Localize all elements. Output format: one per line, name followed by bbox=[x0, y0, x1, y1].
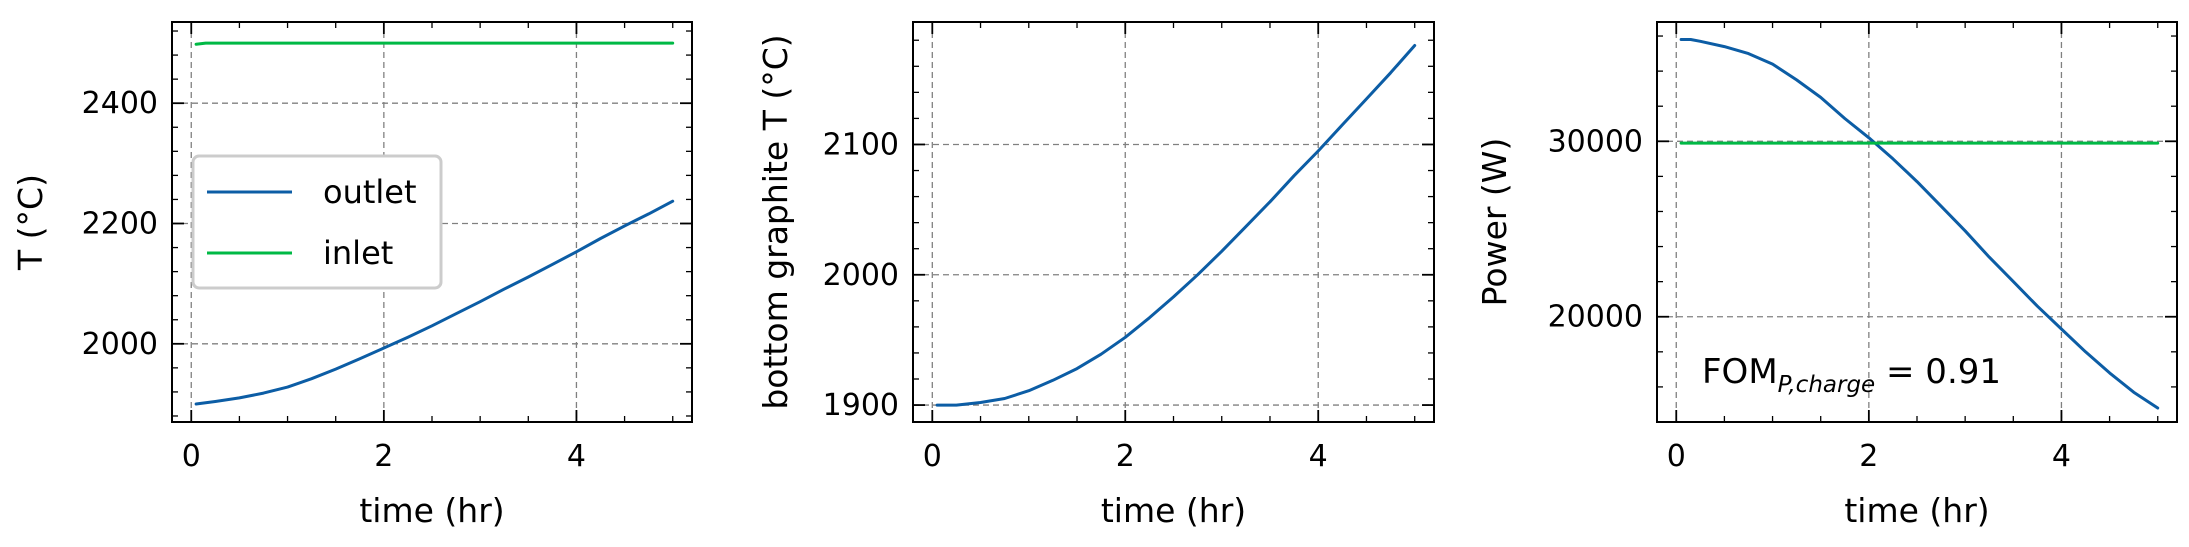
x-tick-label: 0 bbox=[1667, 439, 1686, 474]
graphite-temperature-panel: 0 2 4 1900 2000 2100 time (hr) bottom graphite … bbox=[756, 21, 1435, 530]
axes-frame bbox=[912, 21, 1435, 423]
x-tick-label: 4 bbox=[2052, 439, 2071, 474]
power-panel: 0 2 4 20000 30000 time (hr) Power (W) FOMP,char… bbox=[1475, 21, 2178, 530]
x-tick-label: 0 bbox=[923, 439, 942, 474]
fom-annotation-main: FOM bbox=[1702, 352, 1778, 392]
y-axis-label: T (°C) bbox=[11, 174, 50, 271]
series-line-0 bbox=[1679, 38, 2160, 410]
x-axis-label: time (hr) bbox=[1101, 491, 1246, 530]
series-line-0 bbox=[935, 44, 1417, 407]
y-tick-label: 30000 bbox=[1548, 124, 1643, 159]
y-tick-label: 2000 bbox=[823, 258, 899, 293]
x-tick-label: 4 bbox=[567, 439, 586, 474]
x-axis-label: time (hr) bbox=[359, 491, 504, 530]
y-axis-label: bottom graphite T (°C) bbox=[756, 34, 795, 409]
fom-annotation: FOMP,charge = 0.91 bbox=[1702, 352, 2001, 398]
y-tick-label: 2000 bbox=[82, 327, 158, 362]
series-line-inlet bbox=[194, 41, 675, 46]
x-tick-label: 2 bbox=[1859, 439, 1878, 474]
y-axis-label: Power (W) bbox=[1475, 138, 1514, 307]
x-tick-label: 2 bbox=[374, 439, 393, 474]
legend-label-outlet: outlet bbox=[323, 173, 417, 211]
y-tick-label: 20000 bbox=[1548, 300, 1643, 335]
y-tick-label: 2400 bbox=[82, 86, 158, 121]
x-axis-label: time (hr) bbox=[1844, 491, 1989, 530]
fom-annotation-value: = 0.91 bbox=[1875, 352, 2001, 392]
x-tick-label: 4 bbox=[1309, 439, 1328, 474]
legend-label-inlet: inlet bbox=[323, 234, 393, 272]
y-tick-label: 2100 bbox=[823, 127, 899, 162]
legend: outlet inlet bbox=[191, 154, 443, 290]
fom-annotation-subscript: P,charge bbox=[1778, 372, 1876, 398]
x-tick-label: 0 bbox=[182, 439, 201, 474]
legend-box bbox=[191, 154, 443, 290]
x-tick-label: 2 bbox=[1116, 439, 1135, 474]
temperature-panel: 0 2 4 2000 2200 2400 time (hr) T (°C) outlet inle… bbox=[11, 21, 693, 530]
y-tick-label: 2200 bbox=[82, 207, 158, 242]
series-line-outlet bbox=[194, 199, 675, 406]
y-tick-label: 1900 bbox=[823, 388, 899, 423]
